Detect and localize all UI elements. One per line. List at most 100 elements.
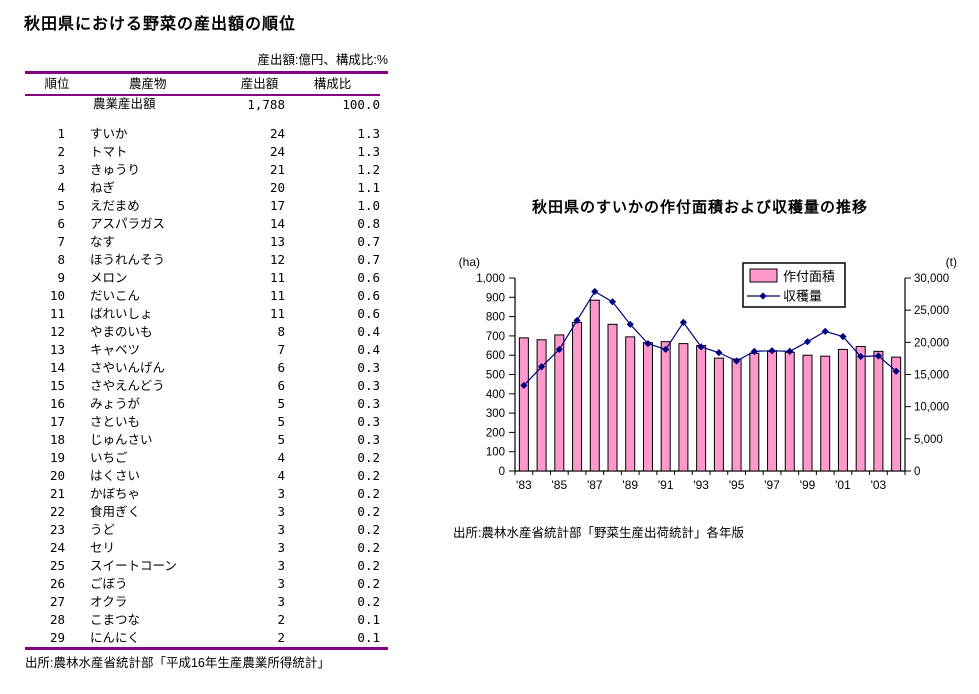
cell-share: 0.4 — [357, 342, 380, 357]
cell-rank: 8 — [57, 252, 65, 267]
cell-share: 0.3 — [357, 378, 380, 393]
x-axis-year-label: '85 — [551, 478, 567, 492]
cell-rank: 12 — [49, 324, 65, 339]
cell-share: 0.6 — [357, 270, 380, 285]
cell-share: 0.6 — [357, 288, 380, 303]
table-row: 12 やまのいも 8 0.4 — [25, 323, 380, 341]
cell-rank: 18 — [49, 432, 65, 447]
cell-share: 0.2 — [357, 522, 380, 537]
cell-share: 0.2 — [357, 594, 380, 609]
yield-marker-diamond — [839, 332, 847, 341]
left-axis-tick-label: 800 — [486, 312, 505, 324]
cell-share: 0.4 — [357, 324, 380, 339]
header-share: 構成比 — [313, 77, 352, 91]
cell-share: 0.2 — [357, 558, 380, 573]
cell-rank: 7 — [57, 234, 65, 249]
table-row: 10 だいこん 11 0.6 — [25, 287, 380, 305]
cell-share: 0.8 — [357, 216, 380, 231]
yield-marker-diamond — [892, 367, 900, 375]
cell-rank: 5 — [57, 198, 65, 213]
cell-product: かぼちゃ — [90, 487, 141, 501]
cell-share: 0.2 — [357, 504, 380, 519]
cell-output: 3 — [277, 558, 285, 573]
yield-marker-diamond — [715, 349, 723, 357]
cell-output: 21 — [269, 162, 285, 177]
cell-output: 3 — [277, 576, 285, 591]
table-row: 2 トマト 24 1.3 — [25, 143, 380, 161]
bar-planted-area — [625, 336, 636, 472]
table-row: 14 さやいんげん 6 0.3 — [25, 359, 380, 377]
bar-planted-area — [572, 321, 583, 472]
table-row: 13 キャベツ 7 0.4 — [25, 341, 380, 359]
yield-marker-diamond — [608, 298, 617, 306]
cell-share: 0.2 — [357, 450, 380, 465]
cell-product: えだまめ — [90, 199, 140, 213]
bar-planted-area — [873, 350, 884, 472]
right-axis-tick-label: 10,000 — [914, 402, 949, 414]
bar-planted-area — [891, 356, 902, 472]
bar-planted-area — [749, 352, 760, 472]
x-axis-year-label: '95 — [729, 478, 745, 492]
bar-planted-area — [642, 342, 653, 472]
x-axis-year-label: '01 — [835, 478, 851, 492]
cell-product: メロン — [90, 271, 128, 285]
table-body: 1 すいか 24 1.3 2 トマト 24 1.3 3 きゅうり 21 1.2 4 ねぎ 20 1.1 5 えだま… — [25, 125, 380, 647]
cell-rank: 9 — [57, 270, 65, 285]
cell-output: 6 — [277, 360, 285, 375]
cell-output: 24 — [269, 126, 285, 141]
cell-rank: 28 — [49, 612, 65, 627]
cell-output: 13 — [269, 234, 285, 249]
ranking-table: 順位 農産物 産出額 構成比 農業産出額 1,788 100.0 1 すいか 24 1… — [25, 71, 388, 650]
cell-output: 3 — [277, 540, 285, 555]
yield-marker-diamond — [857, 352, 865, 361]
cell-product: だいこん — [90, 289, 141, 303]
x-axis-year-label: '89 — [622, 478, 638, 492]
left-axis-tick-label: 1,000 — [476, 273, 505, 285]
bar-planted-area — [855, 346, 866, 472]
yield-marker-diamond — [732, 357, 741, 365]
cell-product: にんにく — [90, 631, 140, 645]
header-output: 産出額 — [240, 77, 279, 91]
bar-planted-area — [731, 358, 742, 472]
yield-line — [523, 290, 897, 386]
cell-output: 4 — [277, 468, 285, 483]
cell-output: 3 — [277, 522, 285, 537]
cell-product: なす — [90, 235, 116, 249]
right-axis-tick-label: 25,000 — [914, 305, 949, 317]
cell-product: さやえんどう — [90, 379, 165, 393]
cell-output: 4 — [277, 450, 285, 465]
bar-planted-area — [589, 299, 600, 472]
left-axis-unit-label: (ha) — [459, 255, 480, 269]
cell-output: 14 — [269, 216, 285, 231]
x-axis-year-label: '97 — [764, 478, 780, 492]
table-row: 16 みょうが 5 0.3 — [25, 395, 380, 413]
bar-planted-area — [767, 350, 778, 472]
cell-output: 2 — [277, 612, 285, 627]
cell-share: 0.7 — [357, 234, 380, 249]
table-row: 17 さといも 5 0.3 — [25, 413, 380, 431]
left-axis-tick-label: 700 — [486, 331, 505, 343]
yield-marker-diamond — [750, 347, 758, 355]
cell-product: さといも — [90, 415, 141, 429]
bar-planted-area — [518, 337, 529, 472]
table-row: 23 うど 3 0.2 — [25, 521, 380, 539]
table-row: 20 はくさい 4 0.2 — [25, 467, 380, 485]
cell-share: 0.3 — [357, 432, 380, 447]
right-axis-tick-label: 5,000 — [914, 434, 943, 446]
cell-rank: 14 — [49, 360, 65, 375]
cell-product: オクラ — [90, 595, 128, 609]
cell-product: ねぎ — [90, 181, 116, 195]
cell-product: セリ — [90, 541, 116, 555]
table-row: 28 こまつな 2 0.1 — [25, 611, 380, 629]
x-axis-year-label: '91 — [658, 478, 674, 492]
table-total-row: 農業産出額 1,788 100.0 — [25, 96, 380, 113]
cell-output: 5 — [277, 432, 285, 447]
x-axis-year-label: '83 — [516, 478, 532, 492]
cell-rank: 16 — [49, 396, 65, 411]
cell-output: 20 — [269, 180, 285, 195]
left-axis-tick-label: 600 — [486, 350, 505, 362]
cell-rank: 21 — [49, 486, 65, 501]
cell-product: きゅうり — [90, 163, 141, 177]
cell-output: 3 — [277, 504, 285, 519]
